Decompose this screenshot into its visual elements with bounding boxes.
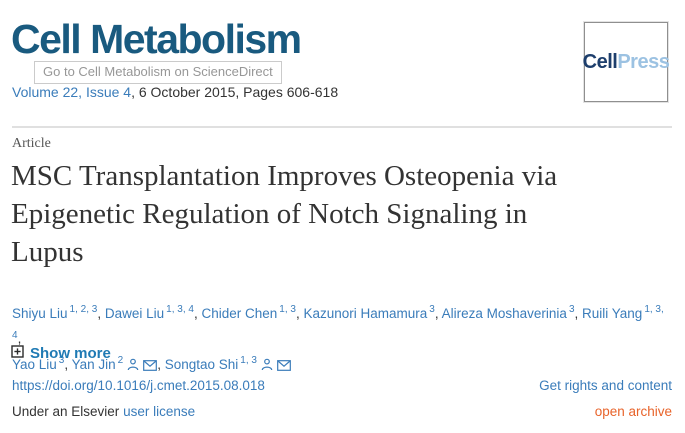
title-line-2: Epigenetic Regulation of Notch Signaling… [11, 198, 528, 230]
license-text: Under an Elsevier user license [12, 404, 195, 419]
show-more-label: Show more [30, 345, 111, 362]
author-link[interactable]: Yao Liu [12, 356, 57, 372]
author-list: Shiyu Liu 1, 2, 3, Dawei Liu 1, 3, 4, Chid… [12, 299, 674, 378]
author: Shiyu Liu 1, 2, 3, [12, 304, 105, 321]
author-separator: , [193, 305, 202, 321]
author: Ruili Yang 1, 3, 4, [12, 304, 664, 346]
author: Chider Chen 1, 3, [201, 304, 304, 321]
author-separator: , [574, 305, 583, 321]
cellpress-press: Press [617, 50, 670, 73]
author-affiliations: 3 [429, 304, 435, 315]
author-link[interactable]: Songtao Shi [164, 356, 239, 372]
author-link[interactable]: Ruili Yang [582, 305, 643, 321]
corresponding-author-icon[interactable] [127, 356, 139, 378]
open-archive-link[interactable]: open archive [594, 404, 672, 419]
cellpress-logo-text: CellPress [583, 51, 670, 74]
author: Yan Jin 2, [71, 355, 165, 372]
corresponding-author-icon[interactable] [261, 356, 273, 378]
author-separator: , [97, 305, 105, 321]
issue-link[interactable]: Volume 22, Issue 4 [12, 84, 132, 100]
title-line-3: Lupus [11, 236, 84, 268]
author: Yao Liu 3, [12, 355, 72, 372]
author-link[interactable]: Kazunori Hamamura [303, 305, 428, 321]
sciencedirect-tooltip: Go to Cell Metabolism on ScienceDirect [34, 61, 282, 84]
author: Alireza Moshaverinia 3, [441, 304, 583, 321]
email-author-icon[interactable] [143, 356, 158, 378]
journal-logo[interactable]: Cell Metabolism [11, 16, 302, 62]
article-type-label: Article [12, 136, 51, 151]
author-affiliations: 1, 3, 4 [166, 304, 194, 315]
email-author-icon[interactable] [277, 356, 291, 378]
license-row: Under an Elsevier user license open arch… [12, 404, 672, 419]
author-link[interactable]: Shiyu Liu [12, 305, 68, 321]
author-affiliations: 3 [58, 355, 65, 366]
author: Kazunori Hamamura 3, [303, 304, 442, 321]
issue-date-pages: , 6 October 2015, Pages 606-618 [131, 84, 339, 100]
author-affiliations: 1, 3, 4 [12, 304, 664, 341]
author-separator: , [295, 305, 304, 321]
author-affiliations: 1, 3 [279, 304, 296, 315]
author-link[interactable]: Dawei Liu [104, 305, 165, 321]
cellpress-cell: Cell [582, 50, 618, 73]
expand-plus-icon [11, 345, 24, 362]
author-separator: , [434, 305, 442, 321]
author-separator: , [64, 356, 72, 372]
author-link[interactable]: Yan Jin [71, 356, 116, 372]
show-more-button[interactable]: Show more [11, 345, 111, 362]
cellpress-logo[interactable]: CellPress [583, 22, 670, 102]
rights-and-content-link[interactable]: Get rights and content [539, 378, 672, 393]
issue-line: Volume 22, Issue 4, 6 October 2015, Page… [12, 84, 338, 100]
author-link[interactable]: Alireza Moshaverinia [441, 305, 567, 321]
user-license-link[interactable]: user license [123, 404, 196, 419]
doi-link[interactable]: https://doi.org/10.1016/j.cmet.2015.08.0… [12, 378, 265, 393]
author-separator: , [17, 331, 22, 346]
author-link[interactable]: Chider Chen [201, 305, 278, 321]
author: Songtao Shi 1, 3 [164, 355, 291, 372]
author-affiliations: 2 [117, 355, 124, 366]
author-separator: , [157, 356, 165, 372]
title-line-1: MSC Transplantation Improves Osteopenia … [11, 160, 558, 192]
license-prefix: Under an Elsevier [12, 404, 124, 419]
article-title: MSC Transplantation Improves Osteopenia … [11, 157, 631, 271]
doi-row: https://doi.org/10.1016/j.cmet.2015.08.0… [12, 378, 672, 393]
author: Dawei Liu 1, 3, 4, [104, 304, 202, 321]
author-affiliations: 1, 3 [240, 355, 257, 366]
author-affiliations: 3 [568, 304, 575, 315]
author-affiliations: 1, 2, 3 [69, 304, 98, 315]
header-divider [12, 126, 672, 128]
